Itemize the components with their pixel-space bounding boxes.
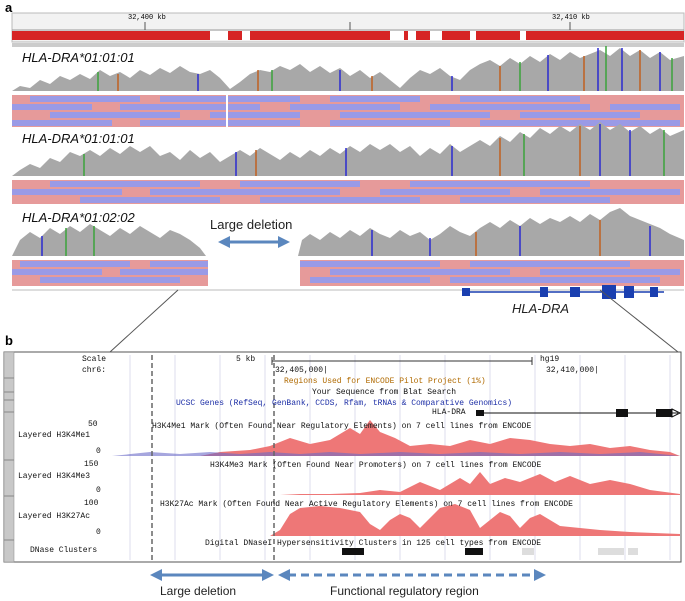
hla-dra-gene-model	[462, 285, 664, 299]
chromosome-ideogram	[12, 31, 684, 40]
bottom-deletion-arrow	[150, 569, 274, 581]
h3k4me1-name: Layered H3K4Me1	[18, 431, 91, 440]
ideogram-gap	[210, 31, 228, 40]
track-1-label: HLA-DRA*01:01:01	[22, 50, 135, 65]
h3k4me1-signal	[112, 420, 680, 456]
deletion-label-a: Large deletion	[210, 217, 293, 232]
dnase-label: DNase Clusters	[30, 546, 98, 555]
hla-dra-gene-label: HLA-DRA	[512, 301, 570, 316]
h3k4me3-max: 150	[84, 460, 99, 469]
ucsc-side-handles	[3, 351, 15, 563]
bottom-functional-arrow	[278, 569, 546, 581]
reads-track-2	[12, 180, 684, 204]
track-3-label: HLA-DRA*01:02:02	[22, 210, 135, 225]
snp-lines-track-1	[97, 46, 673, 91]
ideogram-gap	[390, 31, 404, 40]
reads-track-3	[12, 260, 684, 286]
h3k4me1-min: 0	[96, 447, 101, 456]
coverage-track-1	[12, 48, 684, 91]
assembly-label: hg19	[540, 355, 560, 364]
coverage-track-2	[12, 122, 684, 176]
coverage-track-3-left	[12, 224, 206, 256]
bottom-functional-label: Functional regulatory region	[330, 584, 479, 598]
ideogram-gap	[470, 31, 476, 40]
position-right: 32,410,000|	[546, 366, 599, 375]
ideogram-gap	[520, 31, 526, 40]
deletion-arrow-a	[218, 236, 290, 248]
scale-text: 5 kb	[236, 355, 256, 364]
panel-b-letter: b	[5, 333, 13, 348]
h3k4me1-title: H3K4Me1 Mark (Often Found Near Regulator…	[152, 422, 532, 431]
h3k4me1-max: 50	[88, 420, 98, 429]
bottom-deletion-label: Large deletion	[160, 584, 237, 598]
ruler-left-label: 32,400 kb	[128, 14, 166, 22]
ruler-right-label: 32,410 kb	[552, 14, 590, 22]
blat-track: Your Sequence from Blat Search	[312, 388, 457, 397]
ucsc-gene-name: HLA-DRA	[432, 408, 466, 417]
ucsc-gene-model	[476, 408, 682, 418]
coverage-track-3-right	[298, 208, 684, 256]
h3k4me3-title: H3K4Me3 Mark (Often Found Near Promoters…	[210, 461, 542, 470]
dnase-title: Digital DNaseI Hypersensitivity Clusters…	[205, 539, 542, 548]
dnase-clusters	[342, 548, 638, 555]
ideogram-gap	[242, 31, 250, 40]
h3k4me3-signal	[112, 472, 680, 495]
panel-a-letter: a	[5, 0, 13, 15]
h3k27ac-min: 0	[96, 528, 101, 537]
snp-lines-track-2	[83, 124, 665, 176]
encode-regions-track: Regions Used for ENCODE Pilot Project (1…	[284, 377, 486, 386]
track-2-label: HLA-DRA*01:01:01	[22, 131, 135, 146]
reads-track-1	[12, 95, 684, 127]
ideogram-gap	[408, 31, 416, 40]
h3k27ac-max: 100	[84, 499, 99, 508]
h3k4me3-name: Layered H3K4Me3	[18, 472, 91, 481]
h3k27ac-signal	[112, 504, 680, 536]
ucsc-genes-track: UCSC Genes (RefSeq, GenBank, CCDS, Rfam,…	[176, 399, 513, 408]
zoom-line-left	[109, 289, 179, 353]
h3k27ac-name: Layered H3K27Ac	[18, 512, 91, 521]
zoom-line-right	[599, 289, 679, 353]
snp-lines-track-3	[41, 220, 651, 256]
position-left: 32,405,000|	[275, 366, 328, 375]
chrom-label: chr6:	[82, 366, 107, 375]
h3k27ac-title: H3K27Ac Mark (Often Found Near Active Re…	[160, 500, 573, 509]
h3k4me3-min: 0	[96, 486, 101, 495]
ideogram-gap	[430, 31, 442, 40]
scale-label: Scale	[82, 355, 107, 364]
